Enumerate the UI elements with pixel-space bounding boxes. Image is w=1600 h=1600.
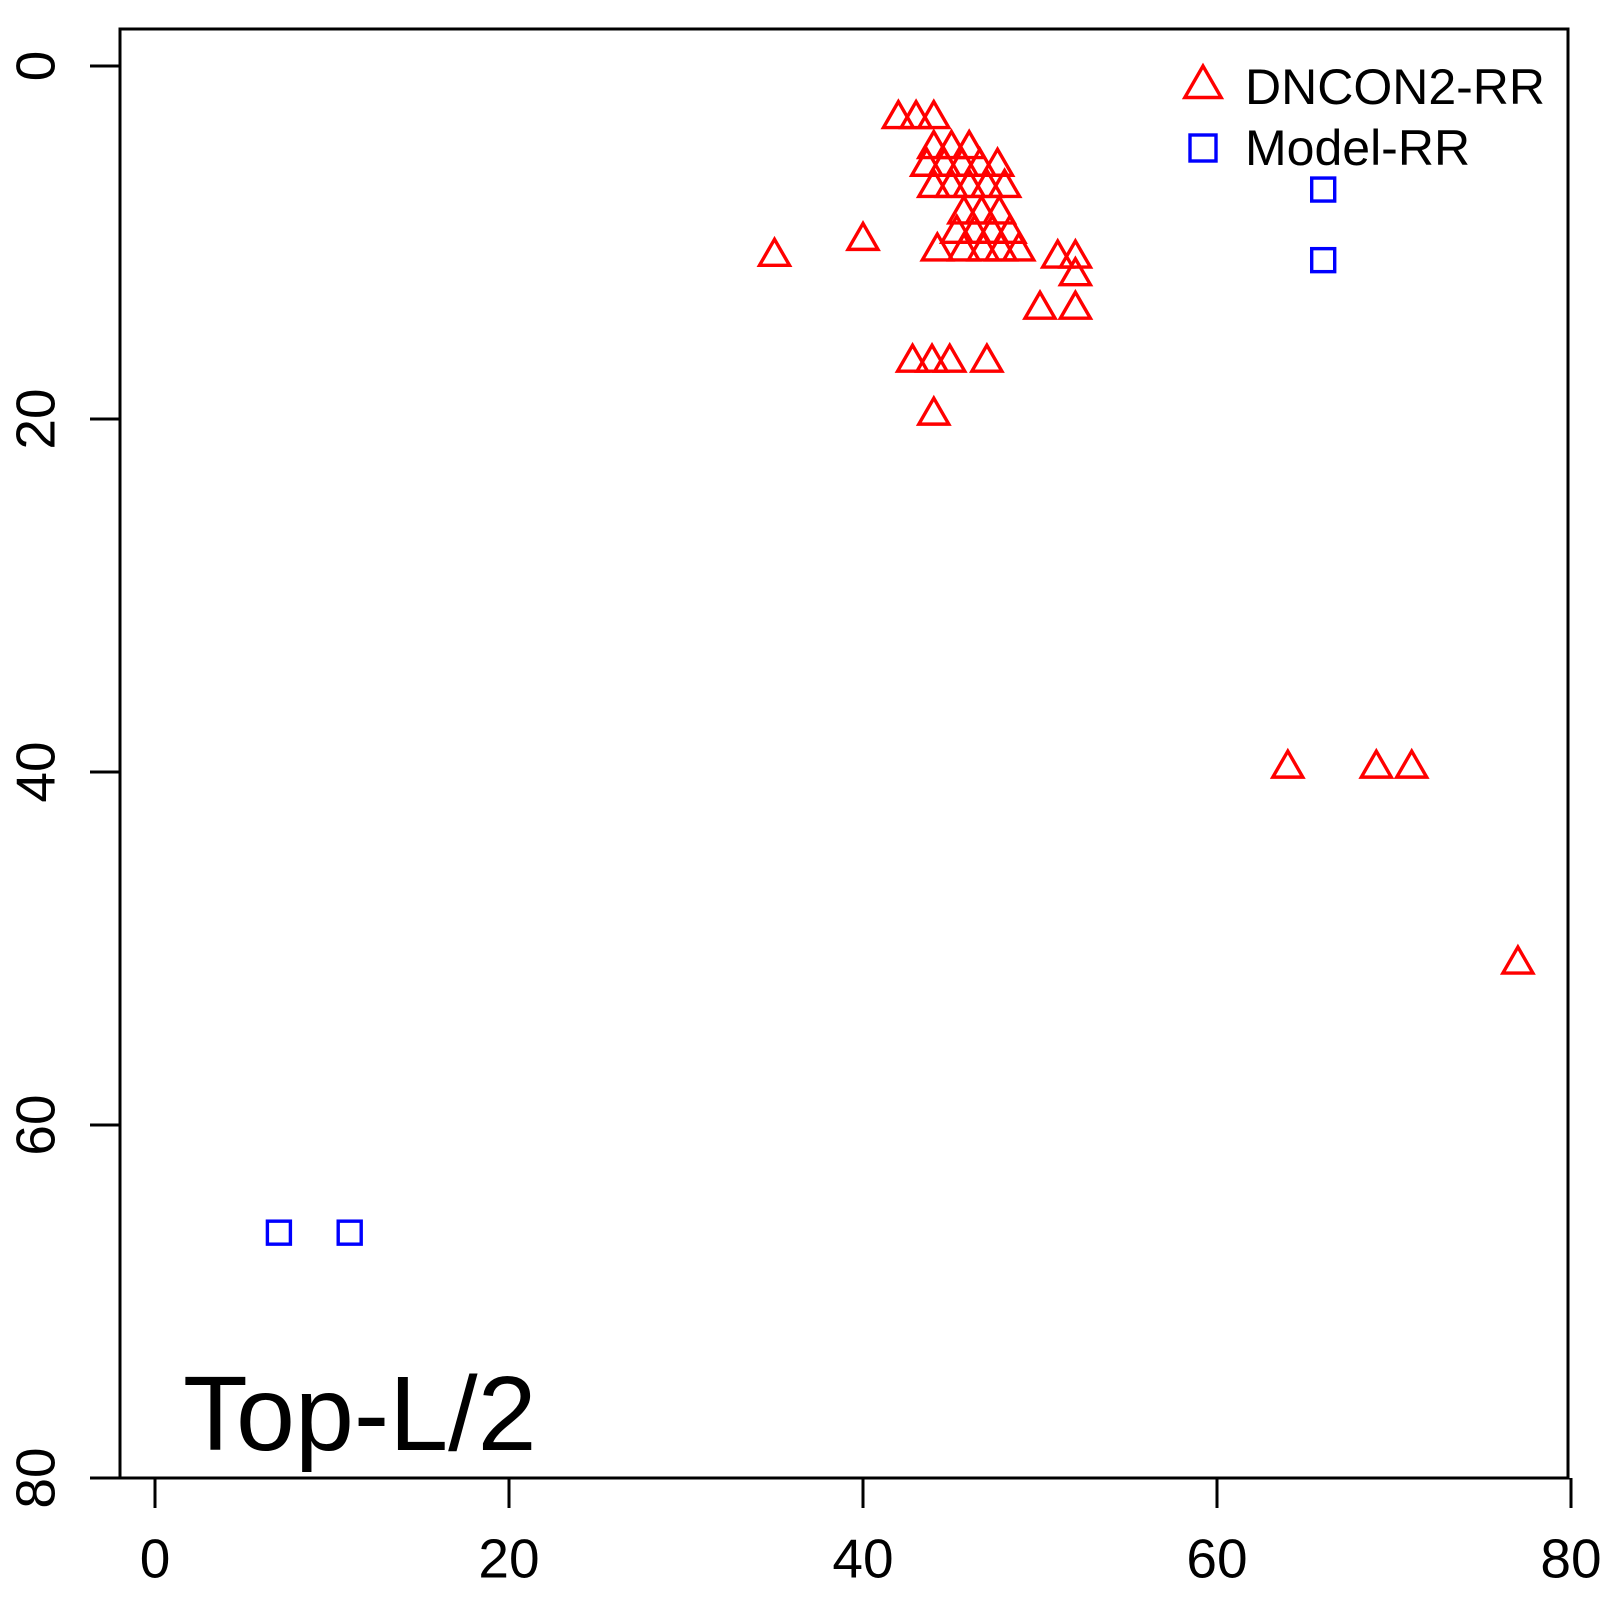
plot-annotation: Top-L/2 [183,1355,537,1473]
y-axis-tick-label: 60 [5,1094,67,1155]
data-point-triangle [951,128,988,160]
data-point-triangle [1057,288,1094,320]
data-point-triangle [963,193,1000,225]
x-axis-tick-label: 0 [140,1528,171,1590]
data-point-triangle [919,230,956,262]
data-point-triangle [908,145,945,177]
data-point-triangle [945,230,982,262]
data-point-triangle [933,167,970,199]
data-point-triangle [898,98,935,130]
data-point-square [1309,246,1337,274]
legend-label: Model-RR [1245,120,1470,176]
data-point-square [336,1219,363,1246]
data-point-triangle [983,230,1019,262]
data-point-triangle [915,167,952,199]
data-point-triangle [931,341,968,373]
data-point-triangle [979,145,1016,177]
data-point-square [265,1219,293,1246]
y-axis-tick-label: 40 [5,741,67,802]
data-point-triangle [1269,747,1306,779]
data-point-triangle [965,230,1002,262]
data-point-triangle [991,212,1028,245]
data-point-triangle [933,128,970,160]
data-point-triangle [894,341,931,373]
x-axis-tick-label: 20 [478,1528,539,1590]
y-axis-tick-label: 80 [5,1447,67,1508]
x-axis-tick-label: 60 [1186,1528,1247,1590]
data-point-square [1309,176,1337,203]
data-point-triangle [1358,747,1395,779]
legend-label: DNCON2-RR [1245,59,1545,115]
data-point-triangle [1057,255,1094,287]
data-point-triangle [944,145,981,177]
data-point-triangle [981,193,1018,225]
data-point-triangle [845,220,881,252]
data-point-triangle [1499,943,1536,975]
x-axis-tick-label: 80 [1540,1528,1600,1590]
data-point-triangle [756,235,793,267]
data-point-triangle [951,167,988,199]
data-point-triangle [968,341,1005,373]
data-point-triangle [1000,230,1037,262]
data-point-triangle [1022,288,1058,320]
data-point-triangle [968,167,1005,199]
data-point-triangle [945,193,982,225]
data-point-triangle [926,145,963,177]
y-axis-tick-label: 20 [5,388,67,449]
data-point-triangle [974,212,1011,245]
data-point-triangle [986,167,1023,199]
legend-square-icon [1188,133,1218,163]
legend-triangle-icon [1181,62,1225,100]
data-point-triangle [956,212,993,245]
data-point-triangle [915,98,952,130]
data-point-triangle [880,98,917,130]
data-point-triangle [1393,747,1430,779]
data-point-triangle [915,128,952,160]
data-point-triangle [1057,237,1094,269]
x-axis-tick-label: 40 [832,1528,893,1590]
y-axis-tick-label: 0 [5,51,67,82]
data-point-triangle [1039,237,1076,269]
plot-border [118,27,1570,1480]
data-point-triangle [915,394,952,426]
data-point-triangle [961,145,998,177]
data-point-triangle [914,341,950,373]
data-point-triangle [938,212,975,245]
